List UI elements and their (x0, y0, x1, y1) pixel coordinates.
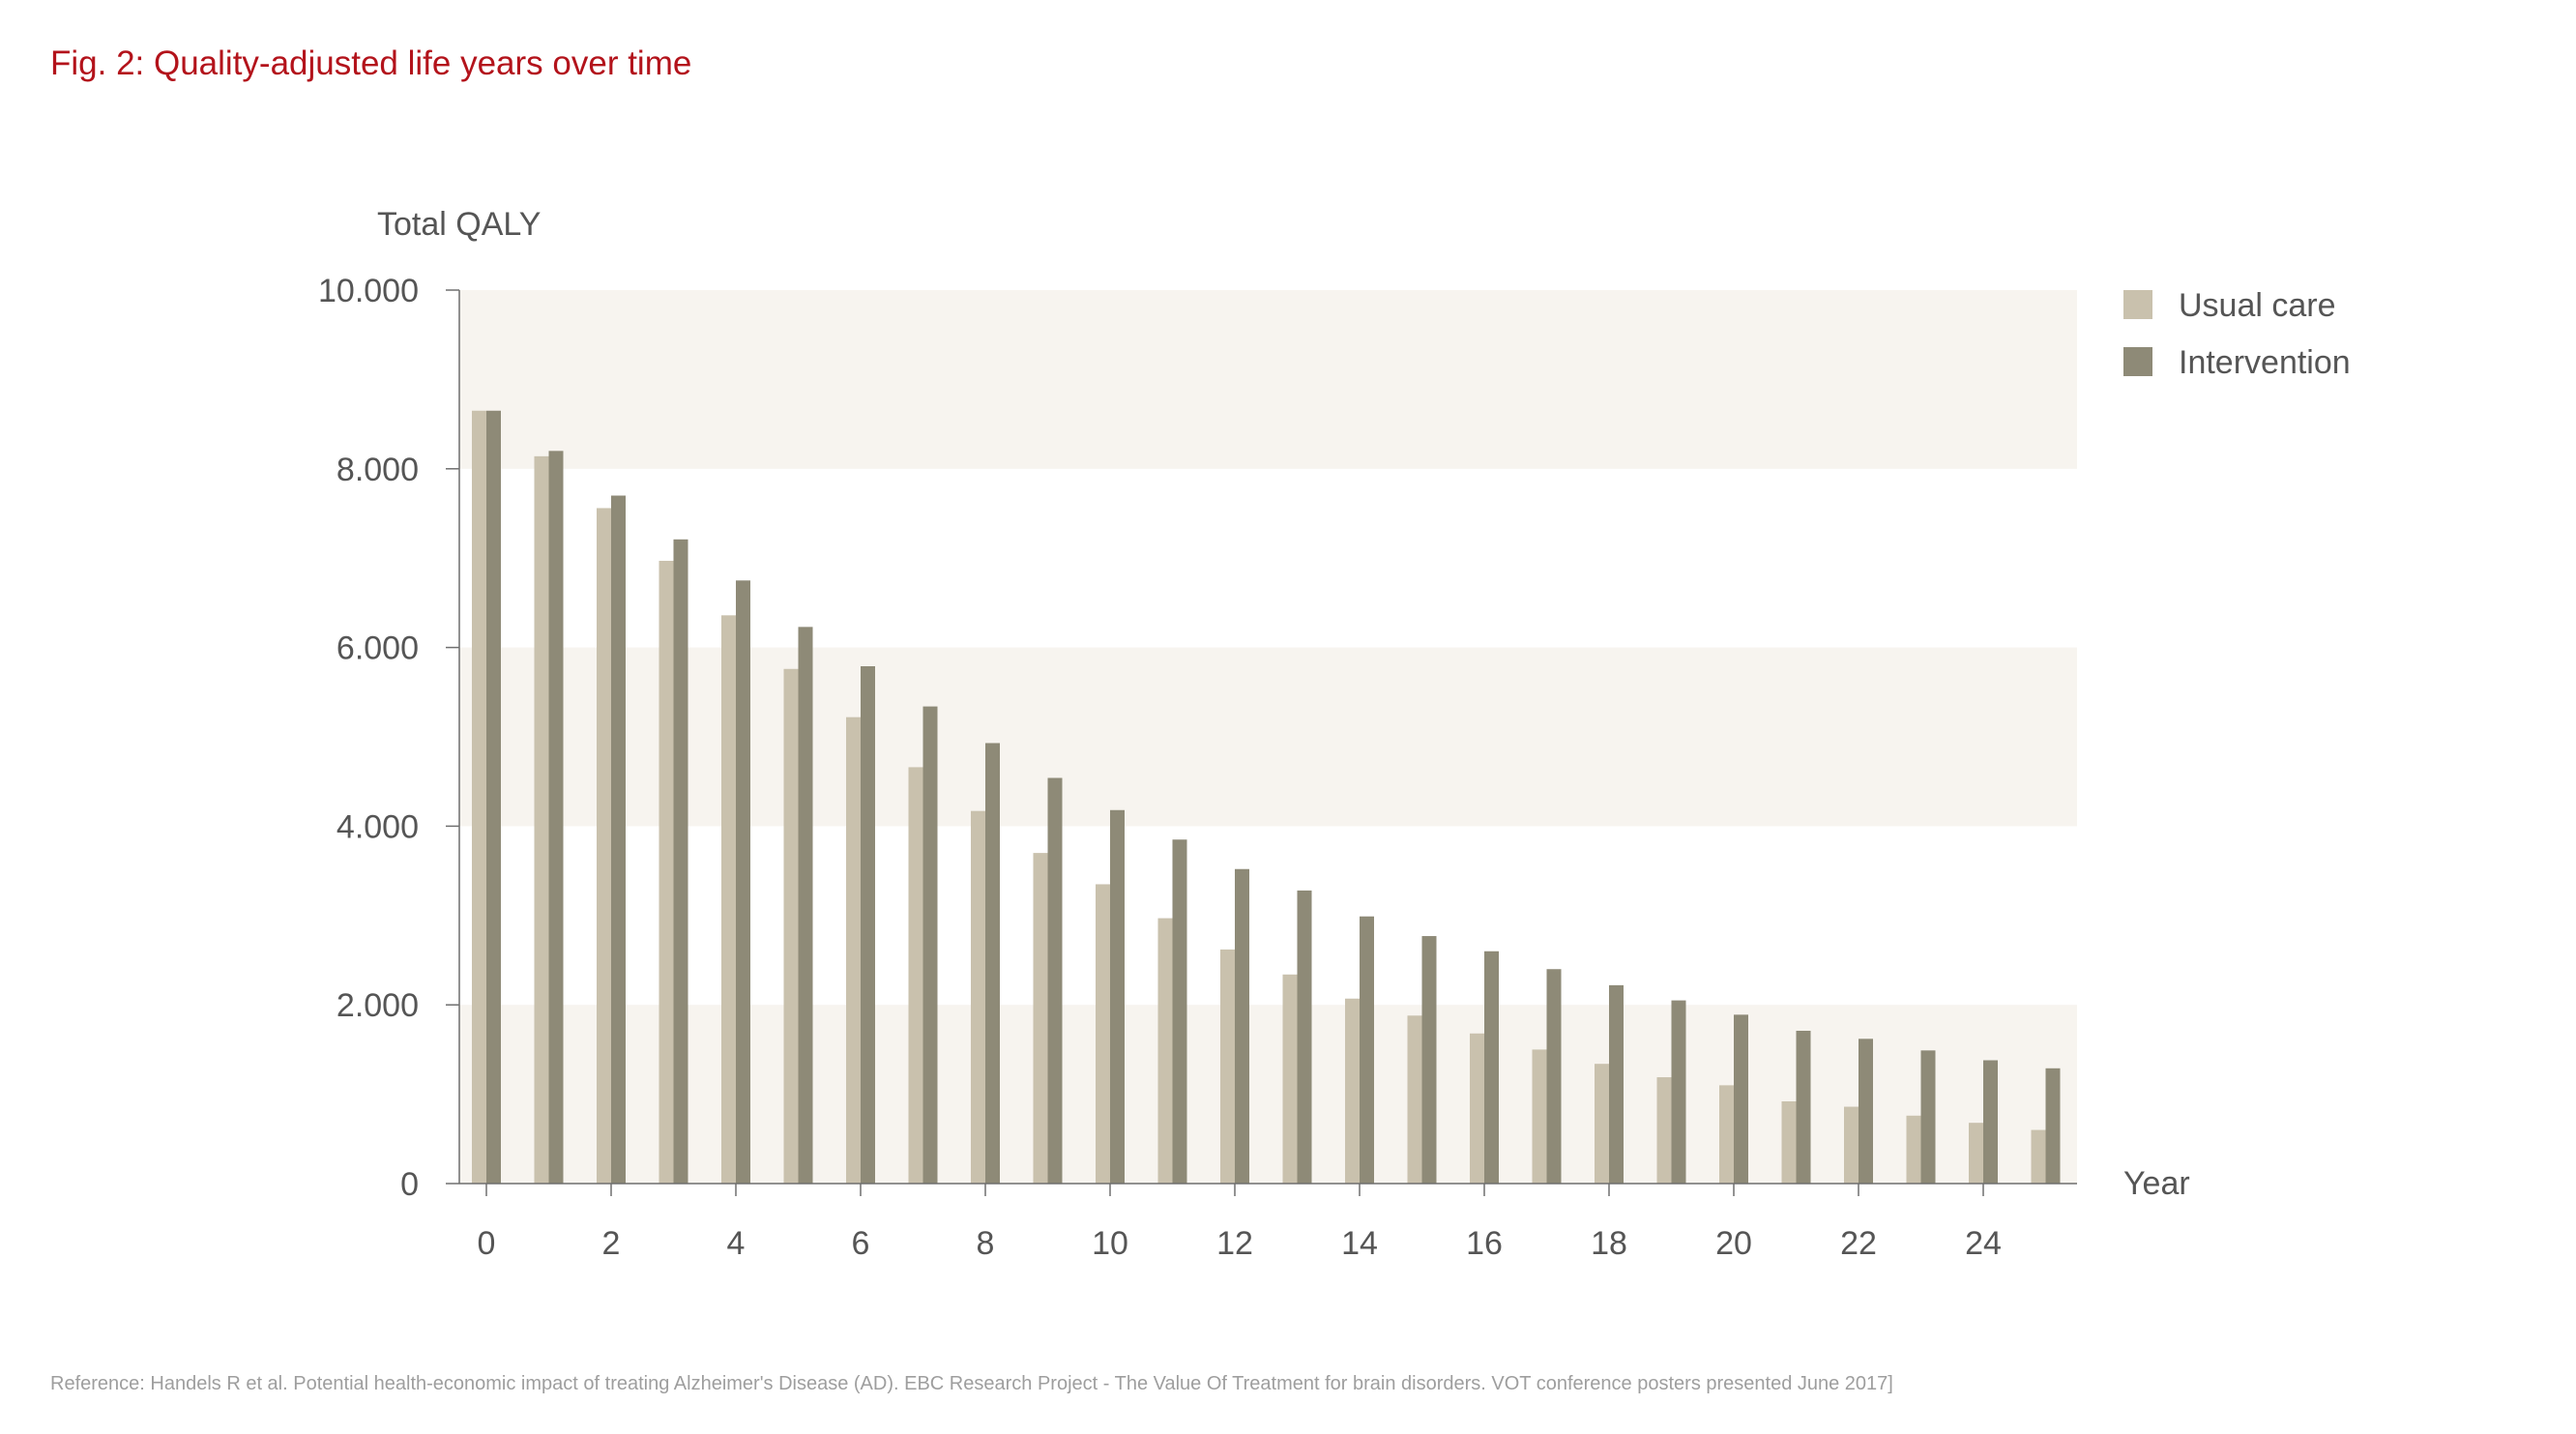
bar-intervention (611, 495, 626, 1184)
bar-usual-care (1470, 1033, 1484, 1184)
y-axis-title: Total QALY (377, 206, 541, 243)
bar-usual-care (1656, 1077, 1672, 1184)
x-tick-label: 14 (1341, 1225, 1378, 1262)
x-tick-label: 6 (852, 1225, 870, 1262)
bar-usual-care (1844, 1106, 1859, 1184)
bar-usual-care (2031, 1129, 2046, 1184)
bar-usual-care (1906, 1115, 1921, 1184)
legend-swatch (2123, 290, 2152, 319)
bar-usual-care (1157, 918, 1173, 1184)
y-tick-label: 8.000 (337, 452, 419, 488)
bar-usual-care (908, 767, 923, 1184)
bar-usual-care (659, 560, 674, 1184)
x-tick-label: 16 (1466, 1225, 1503, 1262)
background-band (459, 290, 2077, 469)
background-band (459, 647, 2077, 827)
bar-intervention (1297, 890, 1312, 1184)
bar-intervention (736, 580, 750, 1184)
bar-intervention (1983, 1060, 1998, 1184)
bar-usual-care (1033, 853, 1048, 1184)
x-tick-label: 22 (1840, 1225, 1877, 1262)
y-tick-label: 6.000 (337, 630, 419, 667)
bar-intervention (2045, 1068, 2061, 1184)
bar-intervention (1734, 1014, 1748, 1184)
x-tick-label: 2 (602, 1225, 621, 1262)
bar-usual-care (1096, 884, 1110, 1184)
bar-intervention (1609, 984, 1624, 1184)
x-tick-label: 12 (1216, 1225, 1253, 1262)
x-tick-label: 8 (977, 1225, 995, 1262)
bar-intervention (861, 666, 875, 1184)
bar-intervention (1360, 916, 1374, 1184)
bar-usual-care (597, 508, 611, 1184)
bar-usual-care (1345, 998, 1360, 1184)
legend-swatch (2123, 347, 2152, 376)
bar-intervention (1920, 1050, 1936, 1184)
bar-usual-care (846, 717, 861, 1184)
bar-usual-care (971, 810, 985, 1184)
x-tick-label: 4 (727, 1225, 746, 1262)
background-band (459, 1005, 2077, 1184)
bar-intervention (1235, 868, 1249, 1184)
y-tick-label: 10.000 (318, 273, 419, 309)
x-tick-label: 10 (1092, 1225, 1128, 1262)
bar-intervention (985, 743, 1000, 1184)
x-axis-title: Year (2123, 1165, 2190, 1202)
bar-intervention (673, 539, 688, 1184)
x-tick-label: 18 (1591, 1225, 1627, 1262)
bar-usual-care (1595, 1064, 1609, 1184)
bar-usual-care (1407, 1015, 1422, 1184)
x-tick-label: 20 (1715, 1225, 1752, 1262)
bar-intervention (798, 627, 813, 1184)
y-tick-label: 4.000 (337, 808, 419, 845)
bar-usual-care (1969, 1123, 1983, 1184)
bar-intervention (486, 410, 501, 1184)
y-tick-label: 0 (400, 1166, 419, 1203)
bar-usual-care (1532, 1049, 1547, 1184)
bar-intervention (1671, 1000, 1686, 1184)
bar-usual-care (1781, 1100, 1797, 1184)
bar-intervention (1484, 951, 1499, 1184)
bar-intervention (1110, 809, 1125, 1184)
bar-intervention (922, 706, 938, 1184)
bar-intervention (548, 451, 564, 1184)
bar-usual-care (1220, 949, 1235, 1184)
bar-usual-care (721, 615, 736, 1184)
y-tick-label: 2.000 (337, 987, 419, 1024)
bar-intervention (1796, 1030, 1811, 1184)
bar-usual-care (1282, 974, 1298, 1184)
bar-intervention (1546, 969, 1562, 1184)
bar-usual-care (534, 455, 549, 1184)
x-tick-label: 24 (1965, 1225, 2002, 1262)
bar-intervention (1421, 936, 1437, 1184)
legend-label: Intervention (2179, 344, 2351, 381)
bar-usual-care (472, 410, 486, 1184)
bar-intervention (1859, 1039, 1873, 1184)
figure-title: Fig. 2: Quality-adjusted life years over… (50, 44, 692, 82)
legend-label: Usual care (2179, 287, 2336, 324)
bar-intervention (1047, 777, 1063, 1184)
bar-usual-care (783, 668, 799, 1184)
bar-intervention (1172, 839, 1187, 1184)
bar-usual-care (1719, 1085, 1734, 1184)
reference-note: Reference: Handels R et al. Potential he… (50, 1373, 1893, 1394)
x-tick-label: 0 (478, 1225, 496, 1262)
